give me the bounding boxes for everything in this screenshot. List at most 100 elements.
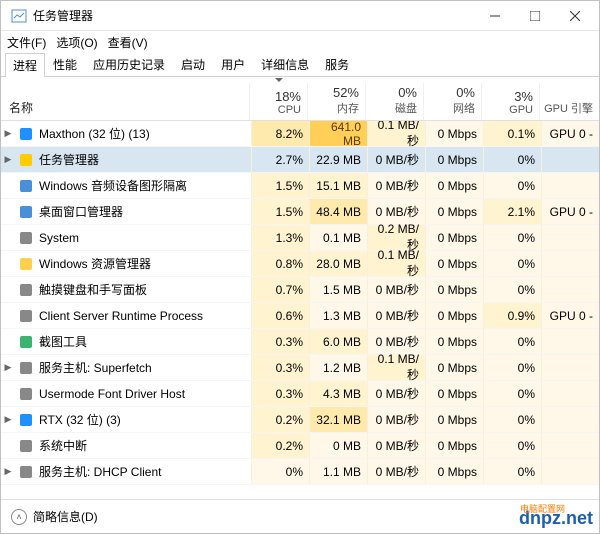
fewer-details-icon[interactable]: ˄ [11,509,27,525]
process-row[interactable]: ▶RTX (32 位) (3)0.2%32.1 MB0 MB/秒0 Mbps0% [1,407,599,433]
tab-4[interactable]: 用户 [213,52,253,76]
process-icon [17,126,35,142]
cell: 0 MB/秒 [367,407,425,432]
cell: 0.8% [251,251,309,276]
process-name: Maxthon (32 位) (13) [15,125,251,142]
cell: 0 Mbps [425,329,483,354]
col-内存[interactable]: 52%内存 [307,83,365,120]
tab-0[interactable]: 进程 [5,53,45,77]
cell: 0.6% [251,303,309,328]
cell: 0% [483,329,541,354]
cell: 0 MB/秒 [367,277,425,302]
expand-icon[interactable]: ▶ [1,154,15,165]
cell: 0 Mbps [425,277,483,302]
cell: 0 Mbps [425,173,483,198]
process-list[interactable]: ▶Maxthon (32 位) (13)8.2%641.0 MB0.1 MB/秒… [1,121,599,509]
cell: 4.3 MB [309,381,367,406]
process-icon [17,438,35,454]
process-name: Windows 资源管理器 [15,255,251,272]
cell-gpu-engine: GPU 0 - [541,121,599,146]
process-name: Usermode Font Driver Host [15,386,251,402]
menu-view[interactable]: 查看(V) [108,34,148,51]
cell: 0% [483,381,541,406]
expand-icon[interactable]: ▶ [1,466,15,477]
cell: 28.0 MB [309,251,367,276]
cell: 0% [483,433,541,458]
process-row[interactable]: Windows 资源管理器0.8%28.0 MB0.1 MB/秒0 Mbps0% [1,251,599,277]
menu-file[interactable]: 文件(F) [7,34,46,51]
cell: 1.5% [251,173,309,198]
cell-gpu-engine [541,329,599,354]
process-name: 触摸键盘和手写面板 [15,281,251,298]
column-headers: 名称 18%CPU52%内存0%磁盘0%网络3%GPU GPU 引擎 [1,77,599,121]
tab-6[interactable]: 服务 [317,52,357,76]
tab-5[interactable]: 详细信息 [253,52,317,76]
process-icon [17,204,35,220]
window-title: 任务管理器 [33,7,475,24]
process-row[interactable]: 系统中断0.2%0 MB0 MB/秒0 Mbps0% [1,433,599,459]
cell: 0 Mbps [425,303,483,328]
cell: 0 Mbps [425,121,483,146]
cell-gpu-engine: GPU 0 - [541,303,599,328]
process-row[interactable]: ▶Maxthon (32 位) (13)8.2%641.0 MB0.1 MB/秒… [1,121,599,147]
process-name: 任务管理器 [15,151,251,168]
cell-gpu-engine [541,407,599,432]
cell: 0% [251,459,309,484]
cell-gpu-engine [541,433,599,458]
tab-2[interactable]: 应用历史记录 [85,52,173,76]
cell: 48.4 MB [309,199,367,224]
bottom-bar: ˄ 简略信息(D) [1,499,599,533]
col-磁盘[interactable]: 0%磁盘 [365,83,423,120]
expand-icon[interactable]: ▶ [1,414,15,425]
cell: 0.2% [251,407,309,432]
cell: 0 MB/秒 [367,147,425,172]
process-icon [17,152,35,168]
process-row[interactable]: Windows 音频设备图形隔离1.5%15.1 MB0 MB/秒0 Mbps0… [1,173,599,199]
cell-gpu-engine [541,355,599,380]
col-gpu-engine[interactable]: GPU 引擎 [539,83,599,120]
maximize-button[interactable] [515,2,555,30]
cell: 0 Mbps [425,199,483,224]
cell: 2.7% [251,147,309,172]
close-button[interactable] [555,2,595,30]
cell: 0% [483,459,541,484]
menubar: 文件(F) 选项(O) 查看(V) [1,31,599,53]
col-GPU[interactable]: 3%GPU [481,83,539,120]
process-row[interactable]: 截图工具0.3%6.0 MB0 MB/秒0 Mbps0% [1,329,599,355]
cell-gpu-engine [541,381,599,406]
cell: 0.1% [483,121,541,146]
col-网络[interactable]: 0%网络 [423,83,481,120]
cell: 0 MB/秒 [367,433,425,458]
process-row[interactable]: 桌面窗口管理器1.5%48.4 MB0 MB/秒0 Mbps2.1%GPU 0 … [1,199,599,225]
minimize-button[interactable] [475,2,515,30]
cell: 0.2% [251,433,309,458]
fewer-details-label[interactable]: 简略信息(D) [33,508,98,525]
cell: 0.1 MB [309,225,367,250]
cell: 0.3% [251,329,309,354]
process-row[interactable]: ▶任务管理器2.7%22.9 MB0 MB/秒0 Mbps0% [1,147,599,173]
process-icon [17,282,35,298]
col-CPU[interactable]: 18%CPU [249,83,307,120]
process-row[interactable]: Usermode Font Driver Host0.3%4.3 MB0 MB/… [1,381,599,407]
window-controls [475,2,595,30]
cell: 0.7% [251,277,309,302]
expand-icon[interactable]: ▶ [1,128,15,139]
cell-gpu-engine [541,173,599,198]
cell-gpu-engine [541,277,599,302]
process-name: RTX (32 位) (3) [15,411,251,428]
process-row[interactable]: System1.3%0.1 MB0.2 MB/秒0 Mbps0% [1,225,599,251]
cell: 15.1 MB [309,173,367,198]
cell: 0% [483,355,541,380]
app-icon [11,8,27,24]
col-name[interactable]: 名称 [1,83,249,120]
expand-icon[interactable]: ▶ [1,362,15,373]
tab-3[interactable]: 启动 [173,52,213,76]
process-row[interactable]: ▶服务主机: DHCP Client0%1.1 MB0 MB/秒0 Mbps0% [1,459,599,485]
process-row[interactable]: ▶服务主机: Superfetch0.3%1.2 MB0.1 MB/秒0 Mbp… [1,355,599,381]
cell: 0 Mbps [425,225,483,250]
process-row[interactable]: Client Server Runtime Process0.6%1.3 MB0… [1,303,599,329]
cell: 0% [483,251,541,276]
menu-options[interactable]: 选项(O) [56,34,97,51]
process-row[interactable]: 触摸键盘和手写面板0.7%1.5 MB0 MB/秒0 Mbps0% [1,277,599,303]
tab-1[interactable]: 性能 [45,52,85,76]
